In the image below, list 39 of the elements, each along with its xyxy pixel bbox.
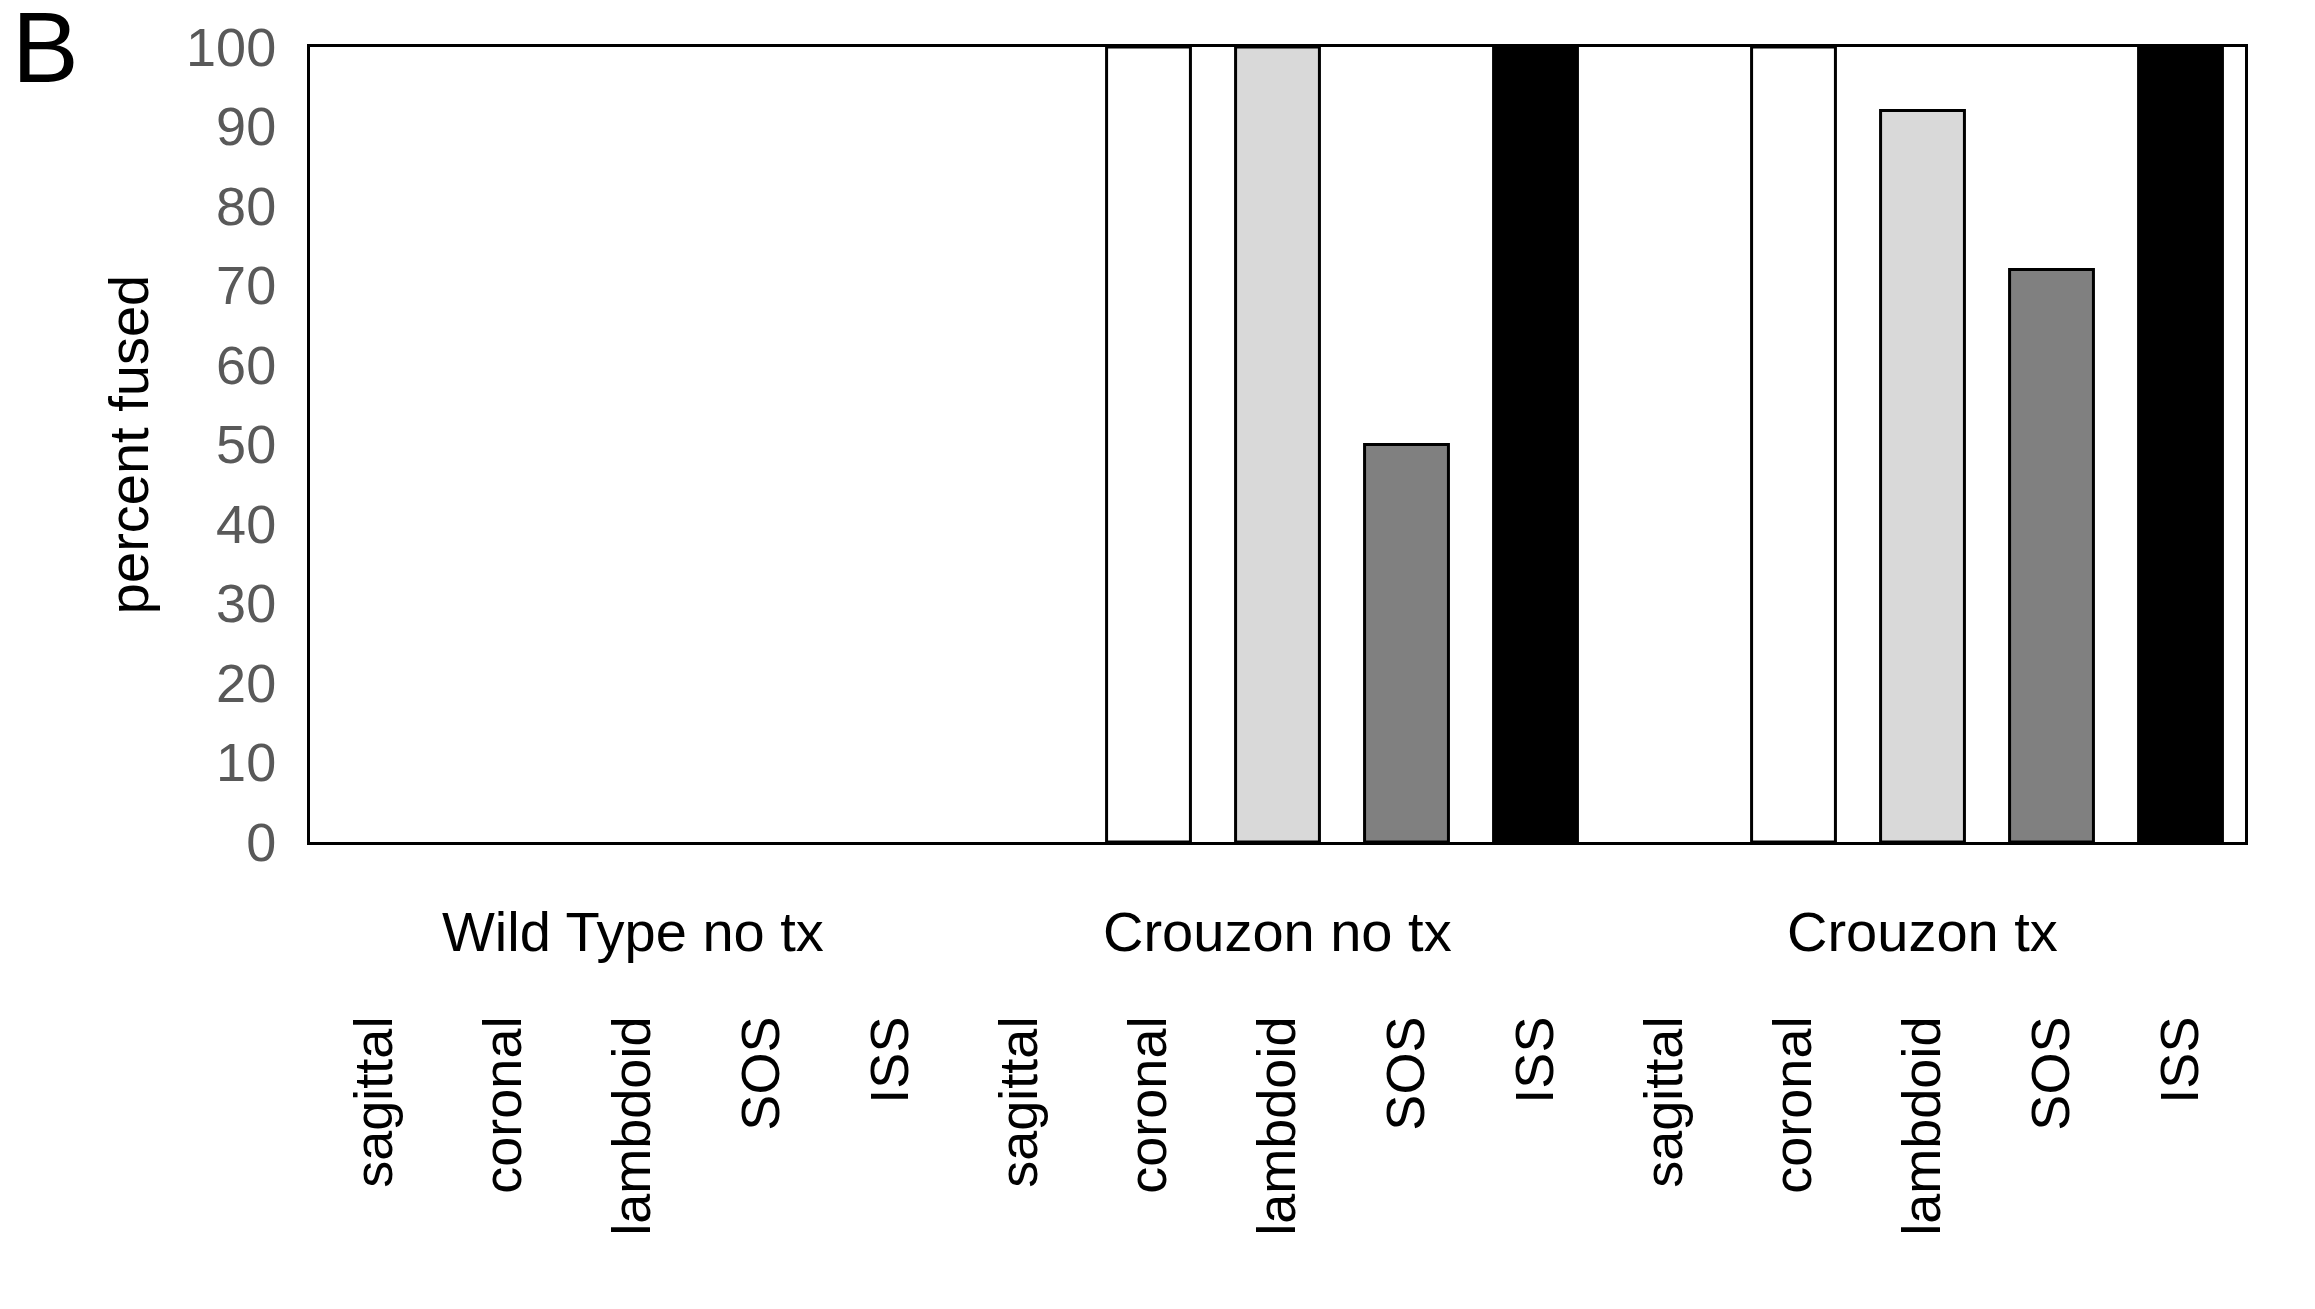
bar: [1750, 47, 1837, 842]
y-tick-label: 30: [216, 573, 277, 634]
x-tick-label: SOS: [730, 1016, 791, 1131]
y-tick-label: 20: [216, 652, 277, 713]
x-tick-label: coronal: [1762, 1016, 1823, 1194]
bar: [2008, 268, 2095, 842]
y-tick-label: 50: [216, 414, 277, 475]
text: Crouzon tx: [1787, 900, 2058, 963]
x-tick-label: sagittal: [988, 1016, 1049, 1188]
y-tick-label: 70: [216, 255, 277, 316]
y-tick-label: 100: [186, 16, 277, 77]
x-tick-label: sagittal: [1633, 1016, 1694, 1188]
x-tick-label: ISS: [1504, 1016, 1565, 1104]
y-tick-label: 60: [216, 334, 277, 395]
x-tick-label: SOS: [2020, 1016, 2081, 1131]
x-tick-label: lambdoid: [601, 1016, 662, 1236]
text: B: [12, 0, 79, 103]
x-tick-label: lambdoid: [1891, 1016, 1952, 1236]
text: Crouzon no tx: [1103, 900, 1452, 963]
x-tick-label: sagittal: [343, 1016, 404, 1188]
bar: [1363, 443, 1450, 842]
x-tick-label: ISS: [2149, 1016, 2210, 1104]
bar: [1234, 47, 1321, 842]
x-tick-label: SOS: [1375, 1016, 1436, 1131]
bar: [1879, 109, 1966, 842]
x-tick-label: lambdoid: [1246, 1016, 1307, 1236]
x-tick-label: coronal: [1117, 1016, 1178, 1194]
y-tick-label: 80: [216, 175, 277, 236]
y-tick-label: 90: [216, 96, 277, 157]
y-tick-label: 40: [216, 493, 277, 554]
bar: [2137, 47, 2224, 842]
y-tick-label: 0: [246, 811, 277, 872]
x-tick-label: ISS: [859, 1016, 920, 1104]
bar: [1105, 47, 1192, 842]
y-tick-label: 10: [216, 732, 277, 793]
bar: [1492, 47, 1579, 842]
y-axis-title: percent fused: [96, 274, 160, 615]
text: Wild Type no tx: [442, 900, 824, 963]
x-tick-label: coronal: [472, 1016, 533, 1194]
